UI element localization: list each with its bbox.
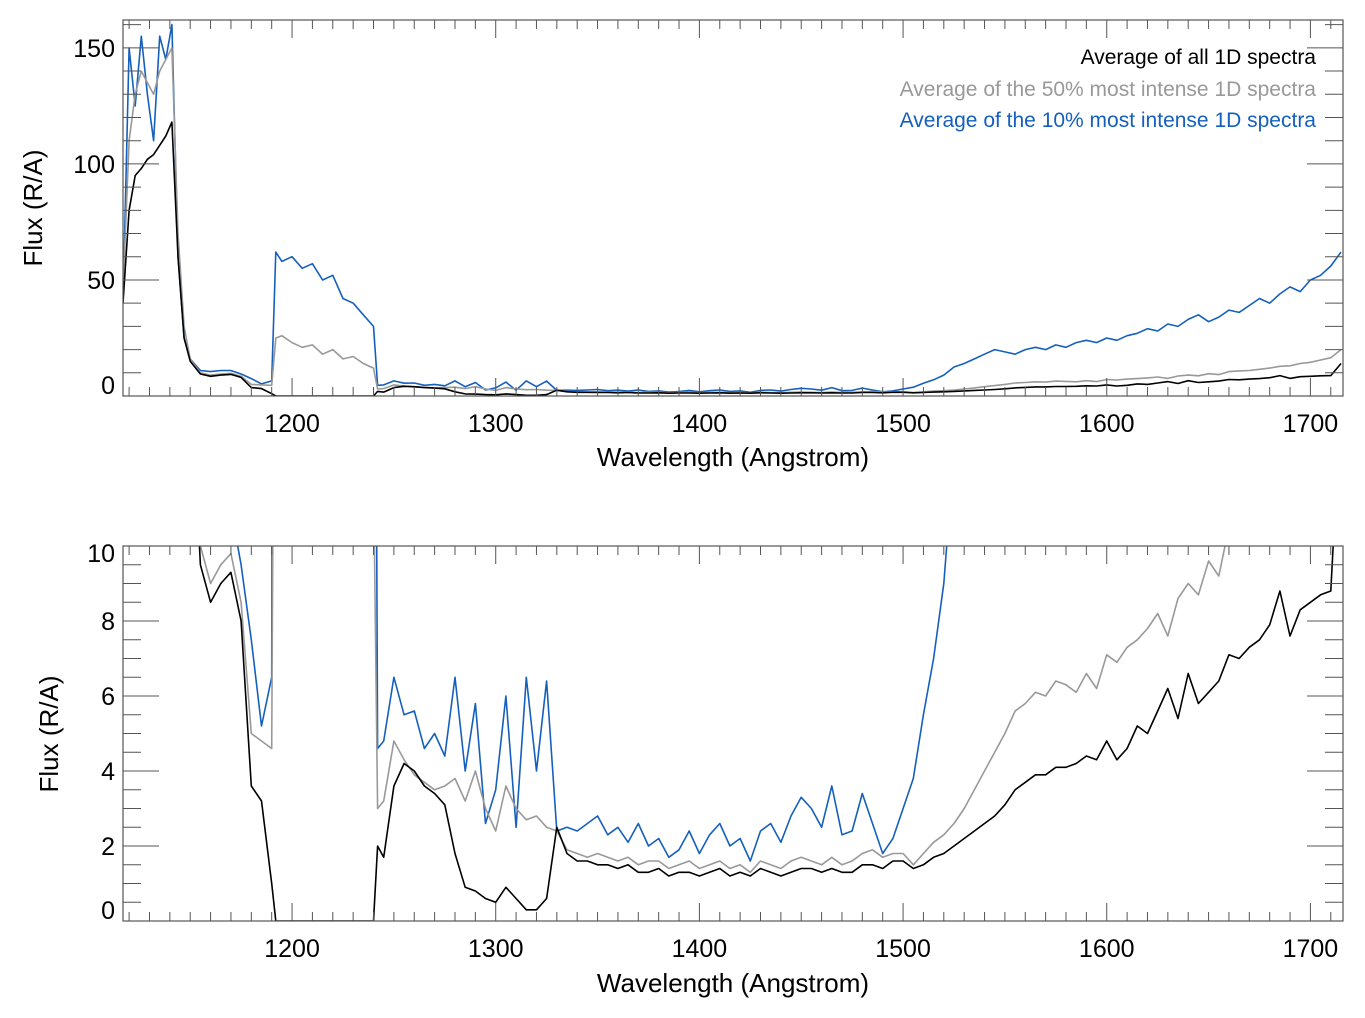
panel-top: 1200 1300 1400 1500 1600 1700 0 50 100 150 Wavele… <box>18 19 1344 472</box>
top-xtick-label: 1500 <box>875 410 931 438</box>
top-xlabel: Wavelength (Angstrom) <box>597 442 869 472</box>
legend-entry-half: Average of the 50% most intense 1D spect… <box>900 78 1317 101</box>
bottom-xtick-label: 1600 <box>1079 935 1135 963</box>
bottom-ylabel: Flux (R/A) <box>34 676 64 793</box>
top-ticks: 1200 1300 1400 1500 1600 1700 0 50 100 150 <box>73 20 1343 438</box>
bottom-ticks: 1200 1300 1400 1500 1600 1700 0 2 4 6 8 10 <box>87 540 1343 963</box>
bottom-xtick-label: 1500 <box>875 935 931 963</box>
top-frame <box>122 19 1344 397</box>
bottom-series-half <box>199 546 1226 874</box>
bottom-series-group <box>198 546 1334 921</box>
legend: Average of all 1D spectra Average of the… <box>900 46 1317 132</box>
top-xtick-label: 1400 <box>672 410 728 438</box>
top-xtick-label: 1300 <box>468 410 524 438</box>
bottom-xlabel: Wavelength (Angstrom) <box>597 968 869 998</box>
top-xtick-label: 1200 <box>264 410 320 438</box>
bottom-series-all <box>198 546 1334 921</box>
bottom-ytick-label: 8 <box>101 608 115 636</box>
bottom-xtick-label: 1700 <box>1283 935 1339 963</box>
bottom-ytick-label: 0 <box>101 897 115 925</box>
top-xtick-label: 1600 <box>1079 410 1135 438</box>
bottom-ytick-label: 4 <box>101 758 115 786</box>
bottom-series-top10 <box>236 546 948 862</box>
bottom-ytick-label: 2 <box>101 833 115 861</box>
bottom-plot-area <box>198 546 1334 921</box>
bottom-ytick-label: 6 <box>101 683 115 711</box>
top-ytick-label: 0 <box>101 372 115 400</box>
top-ytick-label: 150 <box>73 35 115 63</box>
top-ytick-label: 50 <box>87 267 115 295</box>
top-xtick-label: 1700 <box>1283 410 1339 438</box>
panel-bottom: 1200 1300 1400 1500 1600 1700 0 2 4 6 8 10 Waveleng… <box>34 540 1344 998</box>
top-ylabel: Flux (R/A) <box>18 150 48 267</box>
top-series-all <box>123 121 1342 396</box>
bottom-xtick-label: 1300 <box>468 935 524 963</box>
bottom-xtick-label: 1200 <box>264 935 320 963</box>
bottom-frame <box>122 545 1344 922</box>
legend-entry-all: Average of all 1D spectra <box>1081 46 1317 69</box>
bottom-ytick-label: 10 <box>87 540 115 568</box>
bottom-xtick-label: 1400 <box>672 935 728 963</box>
legend-entry-top10: Average of the 10% most intense 1D spect… <box>900 109 1317 132</box>
top-ytick-label: 100 <box>73 151 115 179</box>
